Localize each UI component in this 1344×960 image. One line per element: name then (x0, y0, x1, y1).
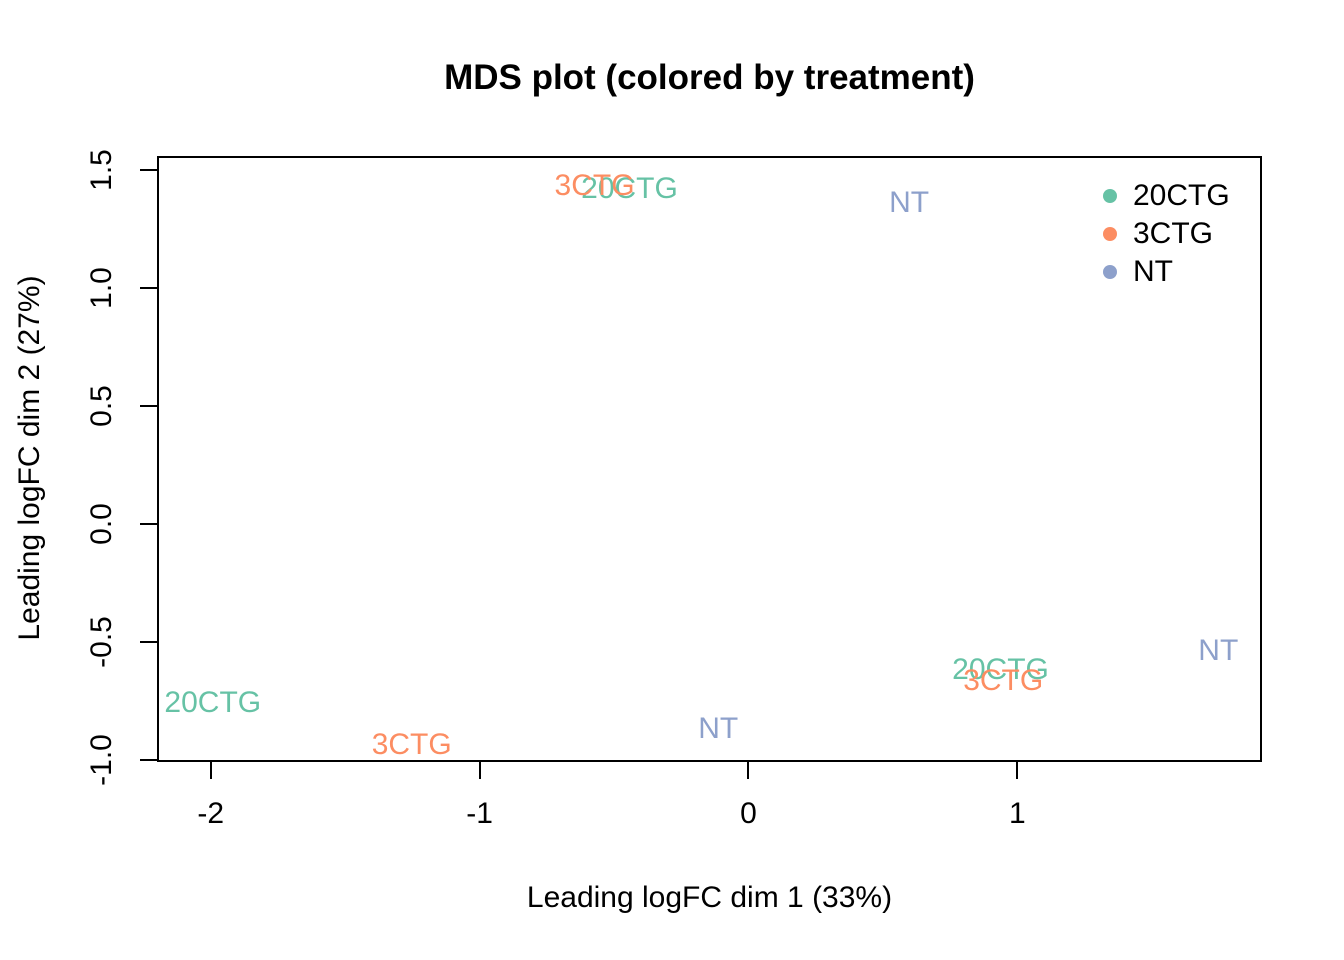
y-axis-tick-label: 1.0 (85, 267, 118, 309)
data-point-label: NT (889, 185, 930, 219)
x-axis-title: Leading logFC dim 1 (33%) (526, 881, 893, 914)
y-axis-tick (140, 169, 157, 172)
legend: 20CTG 3CTG NT (1103, 177, 1230, 291)
x-axis-tick-label: 0 (740, 797, 757, 830)
legend-dot-icon (1103, 265, 1117, 279)
y-axis-tick (140, 287, 157, 290)
legend-label: 3CTG (1133, 217, 1214, 250)
data-point-label: 3CTG (963, 664, 1044, 698)
data-point-label: NT (1198, 633, 1239, 667)
x-axis-tick (1016, 762, 1019, 779)
legend-label: NT (1133, 255, 1173, 288)
legend-label: 20CTG (1133, 179, 1230, 212)
y-axis-tick-label: -1.0 (85, 733, 118, 786)
data-point-label: 20CTG (952, 652, 1049, 686)
data-point-label: 20CTG (581, 171, 678, 205)
x-axis-tick (747, 762, 750, 779)
data-point-label: NT (698, 711, 739, 745)
x-axis-tick (209, 762, 212, 779)
legend-dot-icon (1103, 189, 1117, 203)
y-axis-tick-label: -0.5 (85, 615, 118, 668)
data-point-label: 3CTG (371, 728, 452, 762)
data-point-label: 20CTG (164, 685, 262, 719)
y-axis-tick (140, 758, 157, 761)
chart-title: MDS plot (colored by treatment) (444, 58, 975, 97)
y-axis-tick (140, 522, 157, 525)
legend-dot-icon (1103, 227, 1117, 241)
y-axis-tick (140, 640, 157, 643)
legend-row-nt: NT (1103, 253, 1230, 291)
legend-row-20ctg: 20CTG (1103, 177, 1230, 215)
plot-area: 20CTG 20CTG 20CTG 3CTG 3CTG 3CTG NT NT NT (157, 156, 1262, 762)
y-axis-title: Leading logFC dim 2 (27%) (13, 275, 46, 641)
data-point-label: 3CTG (554, 169, 635, 203)
y-axis-tick-label: 0.5 (85, 385, 118, 427)
x-axis-tick (478, 762, 481, 779)
y-axis-tick-label: 0.0 (85, 502, 118, 545)
x-axis-tick-label: -1 (466, 797, 493, 830)
x-axis-tick-label: 1 (1008, 797, 1026, 830)
y-axis-tick-label: 1.5 (85, 149, 118, 191)
legend-row-3ctg: 3CTG (1103, 215, 1230, 253)
y-axis-tick (140, 404, 157, 407)
x-axis-tick-label: -2 (197, 797, 225, 830)
